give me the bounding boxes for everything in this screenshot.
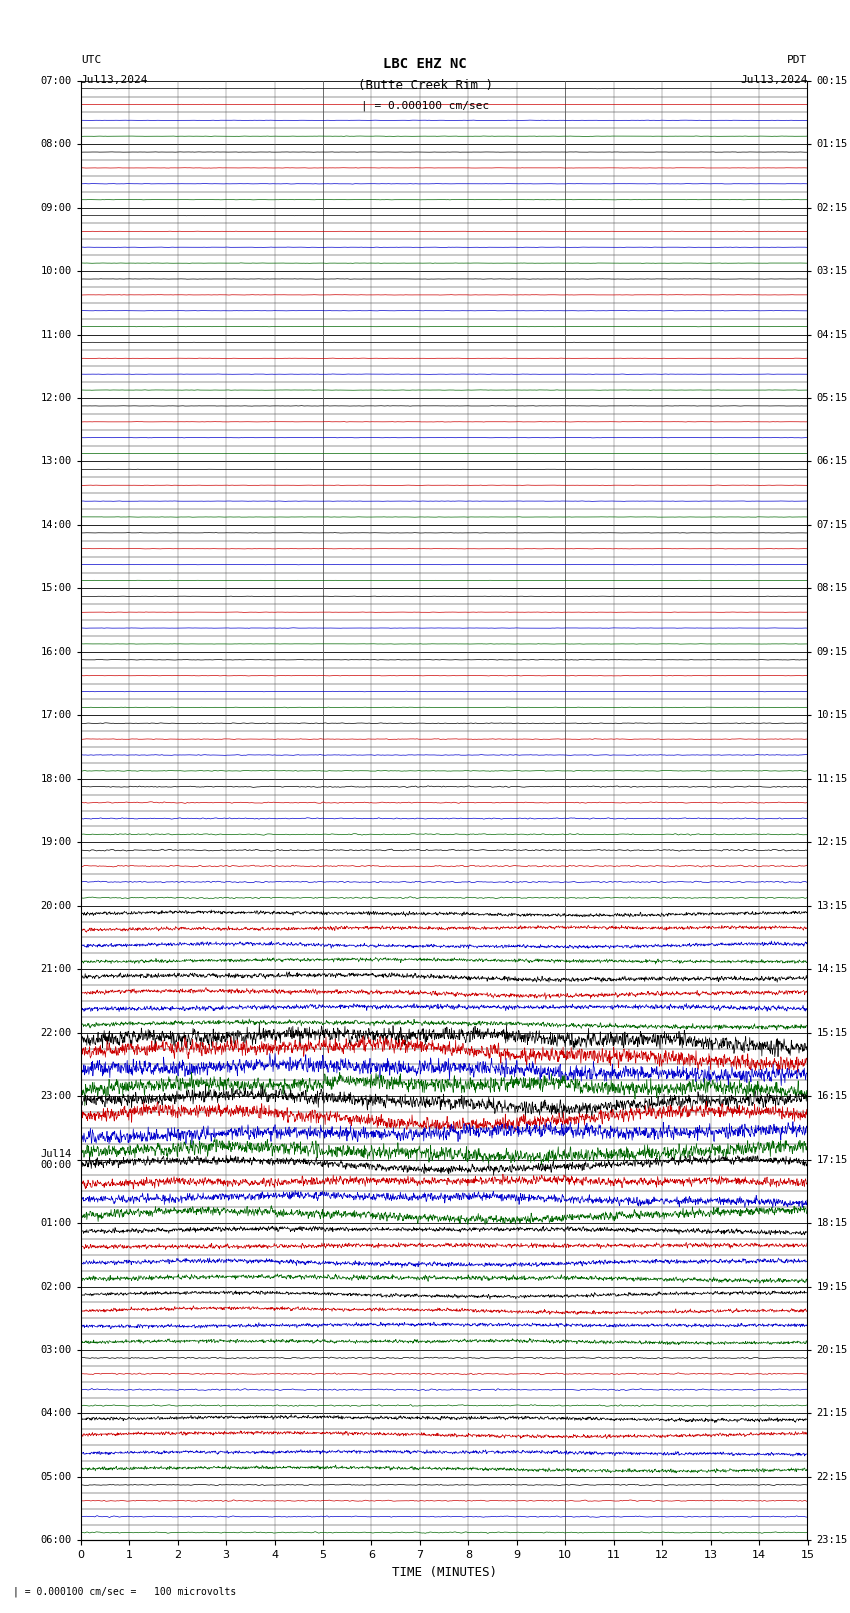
Text: PDT: PDT	[787, 55, 808, 65]
Text: LBC EHZ NC: LBC EHZ NC	[383, 56, 467, 71]
Text: Jul13,2024: Jul13,2024	[740, 76, 808, 85]
Text: UTC: UTC	[81, 55, 101, 65]
Text: | = 0.000100 cm/sec: | = 0.000100 cm/sec	[361, 100, 489, 111]
Text: | = 0.000100 cm/sec =   100 microvolts: | = 0.000100 cm/sec = 100 microvolts	[13, 1586, 236, 1597]
X-axis label: TIME (MINUTES): TIME (MINUTES)	[392, 1566, 496, 1579]
Text: (Butte Creek Rim ): (Butte Creek Rim )	[358, 79, 492, 92]
Text: Jul13,2024: Jul13,2024	[81, 76, 148, 85]
